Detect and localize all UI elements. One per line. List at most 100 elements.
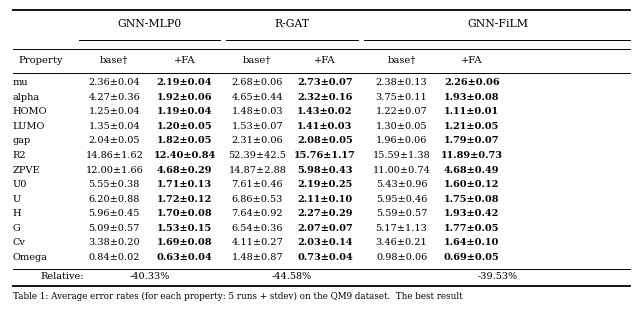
Text: U0: U0	[13, 180, 27, 189]
Text: 1.53±0.15: 1.53±0.15	[157, 224, 212, 233]
Text: HOMO: HOMO	[13, 107, 47, 116]
Text: 15.76±1.17: 15.76±1.17	[294, 151, 356, 160]
Text: GNN-MLP0: GNN-MLP0	[117, 19, 182, 29]
Text: 1.22±0.07: 1.22±0.07	[376, 107, 428, 116]
Text: 6.54±0.36: 6.54±0.36	[232, 224, 283, 233]
Text: 1.92±0.06: 1.92±0.06	[157, 93, 212, 102]
Text: 5.96±0.45: 5.96±0.45	[88, 209, 140, 218]
Text: -40.33%: -40.33%	[129, 272, 170, 281]
Text: 5.09±0.57: 5.09±0.57	[88, 224, 140, 233]
Text: Cv: Cv	[13, 238, 26, 247]
Text: 1.25±0.04: 1.25±0.04	[88, 107, 140, 116]
Text: Relative:: Relative:	[41, 272, 84, 281]
Text: 1.41±0.03: 1.41±0.03	[298, 122, 353, 131]
Text: 2.07±0.07: 2.07±0.07	[297, 224, 353, 233]
Text: alpha: alpha	[13, 93, 40, 102]
Text: 2.68±0.06: 2.68±0.06	[232, 78, 283, 87]
Text: 1.93±0.08: 1.93±0.08	[444, 93, 500, 102]
Text: 5.43±0.96: 5.43±0.96	[376, 180, 428, 189]
Text: 2.31±0.06: 2.31±0.06	[232, 136, 283, 146]
Text: 1.69±0.08: 1.69±0.08	[157, 238, 212, 247]
Text: +FA: +FA	[314, 56, 336, 64]
Text: 1.19±0.04: 1.19±0.04	[157, 107, 212, 116]
Text: 2.27±0.29: 2.27±0.29	[297, 209, 353, 218]
Text: 2.19±0.25: 2.19±0.25	[298, 180, 353, 189]
Text: Property: Property	[19, 56, 63, 64]
Text: gap: gap	[13, 136, 31, 146]
Text: 0.73±0.04: 0.73±0.04	[297, 253, 353, 262]
Text: 14.86±1.62: 14.86±1.62	[85, 151, 143, 160]
Text: 4.68±0.49: 4.68±0.49	[444, 166, 500, 175]
Text: 1.96±0.06: 1.96±0.06	[376, 136, 428, 146]
Text: 1.53±0.07: 1.53±0.07	[232, 122, 283, 131]
Text: 2.11±0.10: 2.11±0.10	[298, 195, 353, 203]
Text: H: H	[13, 209, 21, 218]
Text: -39.53%: -39.53%	[477, 272, 518, 281]
Text: mu: mu	[13, 78, 28, 87]
Text: 6.86±0.53: 6.86±0.53	[232, 195, 283, 203]
Text: 1.75±0.08: 1.75±0.08	[444, 195, 500, 203]
Text: 1.71±0.13: 1.71±0.13	[157, 180, 212, 189]
Text: 5.59±0.57: 5.59±0.57	[376, 209, 428, 218]
Text: base†: base†	[243, 56, 271, 64]
Text: 15.59±1.38: 15.59±1.38	[372, 151, 431, 160]
Text: 5.17±1.13: 5.17±1.13	[376, 224, 428, 233]
Text: 1.48±0.87: 1.48±0.87	[232, 253, 283, 262]
Text: 2.08±0.05: 2.08±0.05	[297, 136, 353, 146]
Text: 4.27±0.36: 4.27±0.36	[88, 93, 140, 102]
Text: 4.65±0.44: 4.65±0.44	[232, 93, 283, 102]
Text: 1.48±0.03: 1.48±0.03	[232, 107, 283, 116]
Text: 12.40±0.84: 12.40±0.84	[154, 151, 216, 160]
Text: +FA: +FA	[173, 56, 195, 64]
Text: 1.11±0.01: 1.11±0.01	[444, 107, 499, 116]
Text: 1.60±0.12: 1.60±0.12	[444, 180, 499, 189]
Text: Omega: Omega	[13, 253, 47, 262]
Text: 14.87±2.88: 14.87±2.88	[228, 166, 286, 175]
Text: 1.70±0.08: 1.70±0.08	[157, 209, 212, 218]
Text: 2.26±0.06: 2.26±0.06	[444, 78, 500, 87]
Text: 1.43±0.02: 1.43±0.02	[297, 107, 353, 116]
Text: base†: base†	[387, 56, 416, 64]
Text: 2.32±0.16: 2.32±0.16	[298, 93, 353, 102]
Text: 0.84±0.02: 0.84±0.02	[88, 253, 140, 262]
Text: 11.89±0.73: 11.89±0.73	[441, 151, 503, 160]
Text: 6.20±0.88: 6.20±0.88	[88, 195, 140, 203]
Text: R-GAT: R-GAT	[275, 19, 309, 29]
Text: 11.00±0.74: 11.00±0.74	[372, 166, 431, 175]
Text: 5.95±0.46: 5.95±0.46	[376, 195, 428, 203]
Text: 3.38±0.20: 3.38±0.20	[88, 238, 140, 247]
Text: 5.98±0.43: 5.98±0.43	[297, 166, 353, 175]
Text: 4.11±0.27: 4.11±0.27	[231, 238, 284, 247]
Text: 7.61±0.46: 7.61±0.46	[232, 180, 283, 189]
Text: 0.69±0.05: 0.69±0.05	[444, 253, 500, 262]
Text: GNN-FiLM: GNN-FiLM	[467, 19, 528, 29]
Text: LUMO: LUMO	[13, 122, 45, 131]
Text: 1.20±0.05: 1.20±0.05	[157, 122, 212, 131]
Text: R2: R2	[13, 151, 26, 160]
Text: 3.75±0.11: 3.75±0.11	[376, 93, 428, 102]
Text: -44.58%: -44.58%	[271, 272, 312, 281]
Text: 1.93±0.42: 1.93±0.42	[444, 209, 499, 218]
Text: 1.30±0.05: 1.30±0.05	[376, 122, 428, 131]
Text: U: U	[13, 195, 21, 203]
Text: 2.38±0.13: 2.38±0.13	[376, 78, 428, 87]
Text: ZPVE: ZPVE	[13, 166, 40, 175]
Text: 2.03±0.14: 2.03±0.14	[297, 238, 353, 247]
Text: 1.35±0.04: 1.35±0.04	[88, 122, 140, 131]
Text: 5.55±0.38: 5.55±0.38	[88, 180, 140, 189]
Text: 1.82±0.05: 1.82±0.05	[157, 136, 212, 146]
Text: 2.04±0.05: 2.04±0.05	[88, 136, 140, 146]
Text: 4.68±0.29: 4.68±0.29	[157, 166, 212, 175]
Text: 2.36±0.04: 2.36±0.04	[88, 78, 140, 87]
Text: 2.19±0.04: 2.19±0.04	[157, 78, 212, 87]
Text: 0.98±0.06: 0.98±0.06	[376, 253, 427, 262]
Text: 2.73±0.07: 2.73±0.07	[297, 78, 353, 87]
Text: 1.64±0.10: 1.64±0.10	[444, 238, 499, 247]
Text: 1.72±0.12: 1.72±0.12	[157, 195, 212, 203]
Text: 7.64±0.92: 7.64±0.92	[232, 209, 283, 218]
Text: Table 1: Average error rates (for each property: 5 runs + stdev) on the QM9 data: Table 1: Average error rates (for each p…	[13, 292, 462, 301]
Text: 1.77±0.05: 1.77±0.05	[444, 224, 500, 233]
Text: G: G	[13, 224, 20, 233]
Text: 3.46±0.21: 3.46±0.21	[376, 238, 428, 247]
Text: 0.63±0.04: 0.63±0.04	[157, 253, 212, 262]
